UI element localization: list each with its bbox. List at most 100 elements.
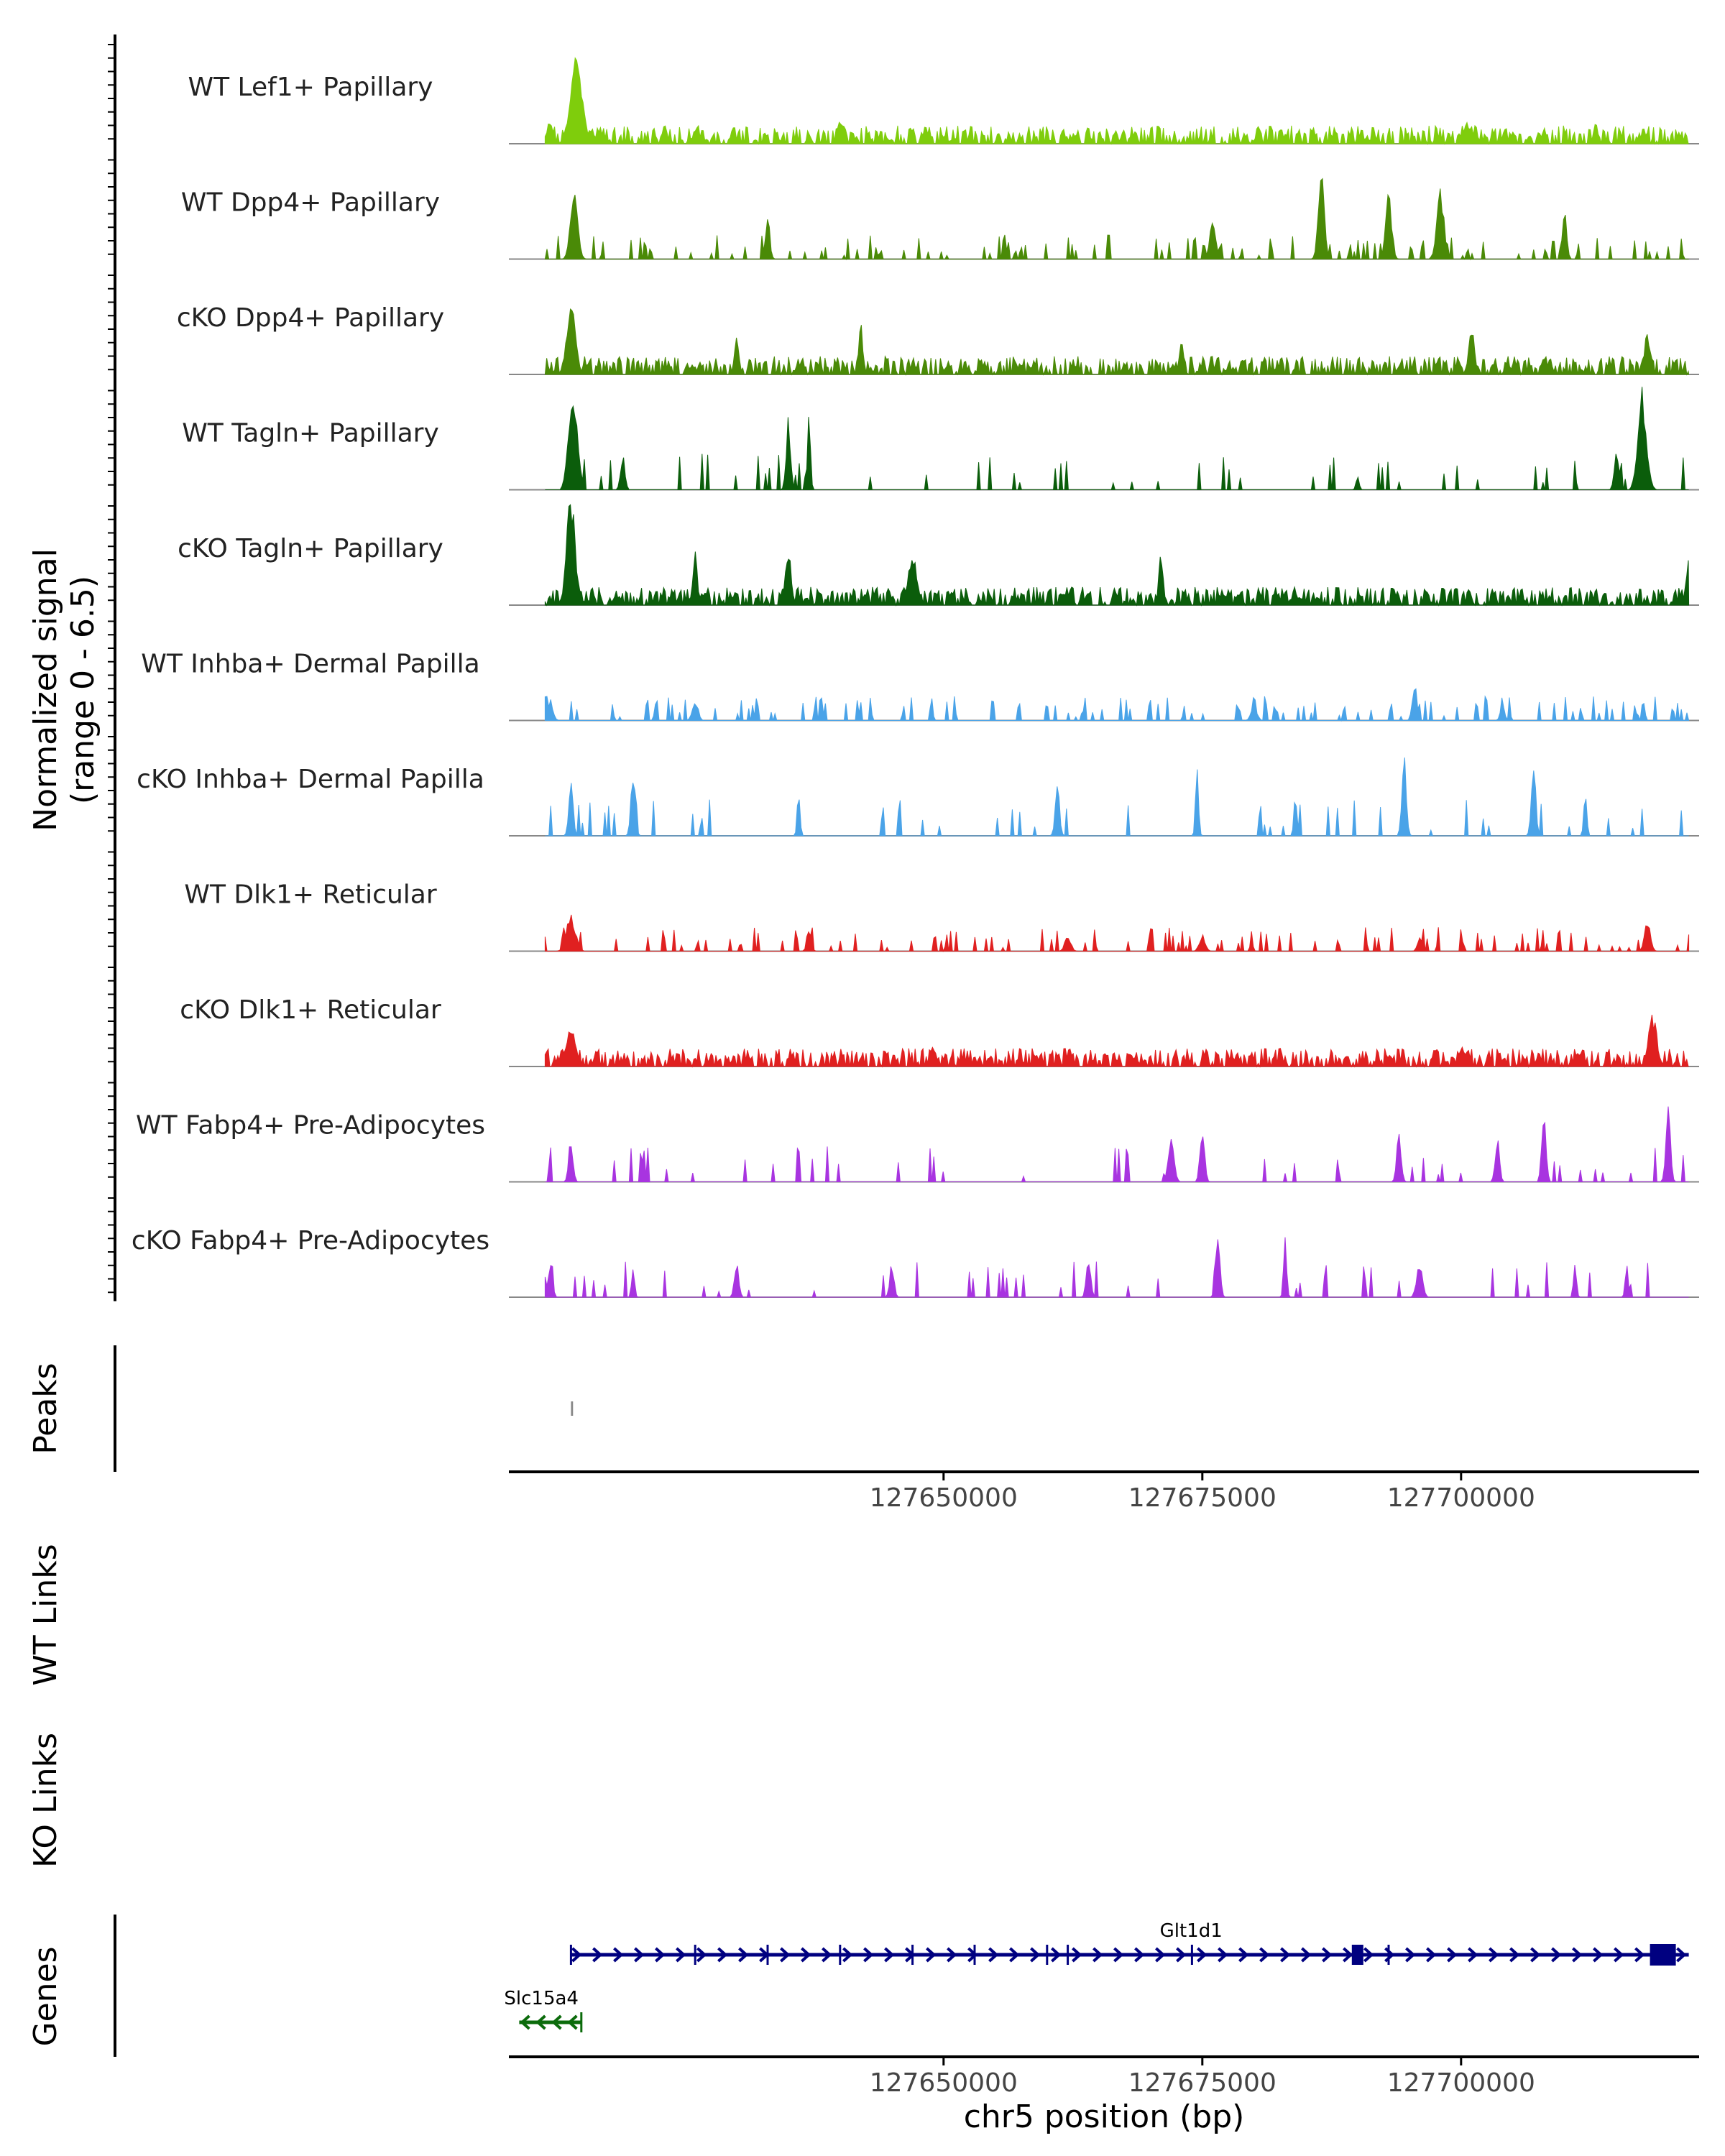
strand-arrow — [1634, 1947, 1645, 1963]
x-axis-genes: 127650000 127675000 127700000 — [509, 2055, 1699, 2098]
peaks-track — [114, 1345, 574, 1472]
strand-arrow — [1238, 1947, 1249, 1963]
strand-arrow — [822, 1947, 832, 1963]
track-label: WT Tagln+ Papillary — [182, 419, 439, 448]
strand-arrow — [947, 1947, 957, 1963]
exon — [911, 1945, 914, 1965]
strand-arrow — [613, 1947, 624, 1963]
coverage-tracks: WT Lef1+ Papillary WT Dpp4+ Papillary cKO … — [108, 34, 1699, 1302]
y-axis-title: Normalized signal — [27, 548, 64, 831]
strand-arrow — [535, 2014, 546, 2030]
strand-arrow — [1468, 1947, 1478, 1963]
coverage-area — [544, 178, 1689, 261]
strand-arrow — [655, 1947, 666, 1963]
x-tick-label: 127675000 — [1128, 1483, 1276, 1513]
x-tick-label: 127700000 — [1387, 1483, 1535, 1513]
strand-arrow — [1363, 1947, 1374, 1963]
track-label: cKO Dpp4+ Papillary — [177, 303, 444, 333]
coverage-track: WT Tagln+ Papillary — [182, 387, 1699, 491]
strand-arrow — [1259, 1947, 1270, 1963]
genes-label: Genes — [27, 1946, 64, 2046]
coverage-area — [544, 1015, 1689, 1068]
track-label: WT Dpp4+ Papillary — [181, 188, 440, 218]
strand-arrow — [926, 1947, 937, 1963]
strand-arrow — [1572, 1947, 1583, 1963]
strand-arrow — [1489, 1947, 1499, 1963]
y-axis-labels: Normalized signal (range 0 - 6.5) Peaks … — [27, 548, 1244, 2135]
coverage-area — [544, 504, 1690, 607]
strand-arrow — [1447, 1947, 1458, 1963]
track-label: cKO Fabp4+ Pre-Adipocytes — [132, 1226, 489, 1256]
gene: Slc15a4 — [504, 1988, 583, 2032]
exon — [569, 1945, 572, 1965]
gene-label: Glt1d1 — [1160, 1920, 1223, 1942]
strand-arrow — [780, 1947, 791, 1963]
strand-arrow — [801, 1947, 811, 1963]
strand-arrow — [1072, 1947, 1082, 1963]
strand-arrow — [863, 1947, 874, 1963]
coverage-track: WT Dlk1+ Reticular — [184, 880, 1699, 953]
strand-arrow — [676, 1947, 686, 1963]
strand-arrow — [1176, 1947, 1187, 1963]
exon — [766, 1945, 769, 1965]
x-tick-label: 127650000 — [870, 2068, 1018, 2098]
strand-arrow — [1322, 1947, 1333, 1963]
coverage-track: cKO Dpp4+ Papillary — [177, 303, 1699, 376]
strand-arrow — [1301, 1947, 1312, 1963]
exon — [694, 1945, 696, 1965]
coverage-area — [544, 1237, 1689, 1299]
strand-arrow — [1551, 1947, 1562, 1963]
coverage-area — [544, 688, 1690, 722]
wt-links-label: WT Links — [27, 1544, 64, 1685]
strand-arrow — [1092, 1947, 1103, 1963]
coverage-track: cKO Dlk1+ Reticular — [180, 995, 1699, 1068]
strand-arrow — [1280, 1947, 1291, 1963]
x-axis-title: chr5 position (bp) — [964, 2099, 1245, 2135]
strand-arrow — [634, 1947, 645, 1963]
track-label: WT Inhba+ Dermal Papilla — [141, 650, 479, 679]
coverage-area — [544, 914, 1690, 953]
exon — [1387, 1945, 1390, 1965]
track-label: WT Fabp4+ Pre-Adipocytes — [136, 1111, 485, 1141]
x-tick-label: 127700000 — [1387, 2068, 1535, 2098]
coverage-track: WT Inhba+ Dermal Papilla — [141, 650, 1699, 722]
coverage-area — [544, 308, 1690, 376]
strand-arrow — [1113, 1947, 1124, 1963]
strand-arrow — [884, 1947, 895, 1963]
strand-arrow — [696, 1947, 707, 1963]
strand-arrow — [1593, 1947, 1604, 1963]
strand-arrow — [988, 1947, 999, 1963]
strand-arrow — [738, 1947, 749, 1963]
track-label: cKO Inhba+ Dermal Papilla — [137, 765, 484, 794]
strand-arrow — [1676, 1947, 1687, 1963]
genes-track: Glt1d1 Slc15a4 — [114, 1915, 1689, 2057]
coverage-track: cKO Fabp4+ Pre-Adipocytes — [132, 1226, 1699, 1299]
coverage-track: WT Dpp4+ Papillary — [181, 178, 1699, 261]
track-label: cKO Tagln+ Papillary — [178, 534, 443, 563]
strand-arrow — [1405, 1947, 1416, 1963]
strand-arrow — [551, 2014, 562, 2030]
gene: Glt1d1 — [569, 1920, 1689, 1966]
x-tick-label: 127650000 — [870, 1483, 1018, 1513]
strand-arrow — [1509, 1947, 1520, 1963]
coverage-area — [544, 57, 1689, 145]
strand-arrow — [1343, 1947, 1353, 1963]
strand-arrow — [1218, 1947, 1228, 1963]
gene-label: Slc15a4 — [504, 1988, 579, 2009]
peaks-label: Peaks — [27, 1363, 64, 1454]
strand-arrow — [520, 2014, 530, 2030]
strand-arrow — [717, 1947, 728, 1963]
coverage-track: cKO Tagln+ Papillary — [178, 504, 1699, 607]
strand-arrow — [1051, 1947, 1062, 1963]
track-label: WT Lef1+ Papillary — [188, 73, 433, 102]
strand-arrow — [567, 2014, 578, 2030]
strand-arrow — [1197, 1947, 1208, 1963]
coverage-track: cKO Inhba+ Dermal Papilla — [137, 757, 1699, 837]
exon — [1650, 1944, 1676, 1966]
exon — [1351, 1945, 1363, 1965]
exon — [1190, 1945, 1193, 1965]
coverage-track: WT Fabp4+ Pre-Adipocytes — [136, 1106, 1699, 1183]
coverage-track: WT Lef1+ Papillary — [188, 57, 1699, 145]
exon — [580, 2012, 583, 2032]
